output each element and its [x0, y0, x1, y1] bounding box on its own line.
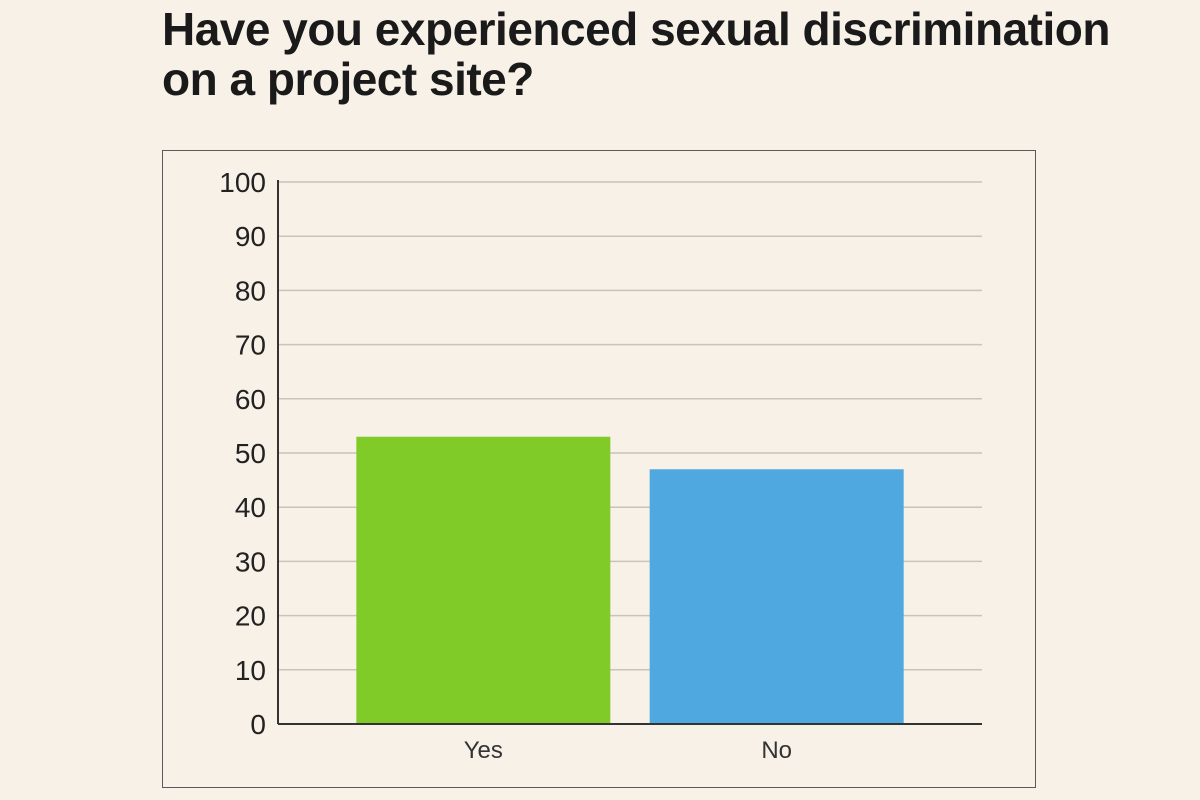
x-axis-category-labels: Yes No — [464, 737, 792, 764]
y-tick-label: 70 — [235, 330, 266, 361]
y-tick-label: 30 — [235, 546, 266, 577]
bars — [356, 436, 904, 724]
y-tick-label: 100 — [219, 167, 266, 198]
y-tick-label: 20 — [235, 601, 266, 632]
bar-yes — [356, 436, 611, 724]
x-category-label: No — [761, 737, 792, 764]
bar-no — [649, 469, 904, 724]
y-tick-label: 60 — [235, 384, 266, 415]
y-tick-label: 0 — [250, 709, 266, 740]
y-tick-label: 80 — [235, 275, 266, 306]
x-category-label: Yes — [464, 737, 503, 764]
chart-frame — [162, 150, 1036, 788]
y-tick-label: 90 — [235, 221, 266, 252]
axes — [277, 180, 982, 725]
y-tick-label: 10 — [235, 655, 266, 686]
y-axis-tick-labels: 0 10 20 30 40 50 60 70 80 90 100 — [219, 167, 266, 740]
chart-title: Have you experienced sexual discriminati… — [162, 3, 1110, 105]
y-tick-label: 50 — [235, 438, 266, 469]
y-tick-label: 40 — [235, 492, 266, 523]
